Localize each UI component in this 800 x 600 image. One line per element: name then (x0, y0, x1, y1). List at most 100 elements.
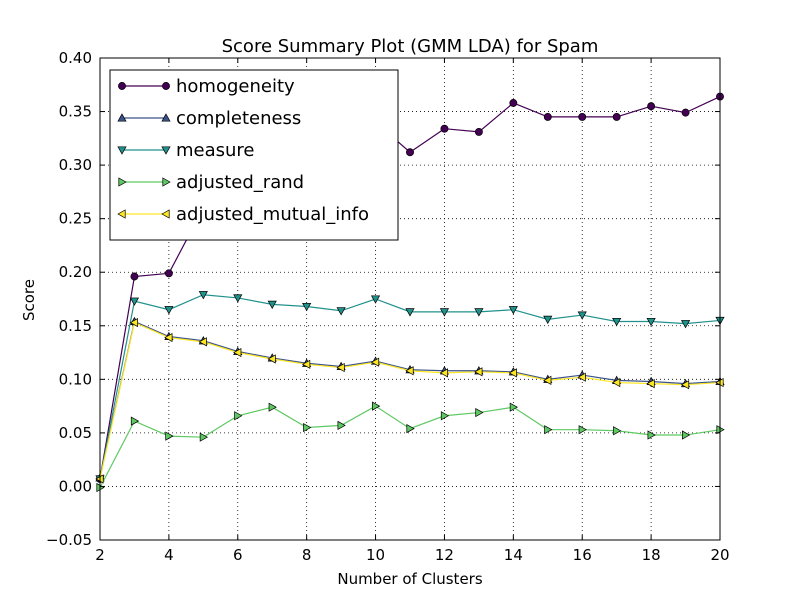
plot-frame (99, 57, 721, 541)
y-tick-label: 0.20 (59, 263, 92, 281)
data-point-measure (370, 295, 381, 304)
legend-marker (117, 146, 127, 155)
data-point-adjusted_rand (578, 425, 587, 435)
data-point-adjusted_mutual_info (611, 377, 621, 388)
data-point-measure (405, 308, 415, 317)
data-point-adjusted_rand (165, 431, 174, 441)
data-point-adjusted_mutual_info (164, 332, 173, 343)
data-point-adjusted_rand (268, 402, 277, 412)
data-point-measure (129, 297, 140, 306)
data-point-adjusted_mutual_info (543, 375, 552, 385)
x-tick-label: 4 (164, 546, 174, 564)
legend-marker (117, 209, 126, 219)
y-tick-label: 0.30 (59, 156, 92, 174)
legend-marker (117, 113, 127, 122)
data-point-measure (164, 306, 174, 315)
data-point-homogeneity (406, 148, 414, 157)
legend-item-homogeneity: homogeneity (118, 76, 295, 97)
data-point-adjusted_mutual_info (646, 379, 655, 389)
legend-marker (118, 177, 127, 187)
data-point-adjusted_mutual_info (508, 368, 517, 378)
data-point-adjusted_rand (234, 411, 243, 421)
legend-marker (161, 146, 171, 155)
legend-label: measure (176, 140, 255, 161)
legend-box (109, 69, 399, 241)
legend-marker (162, 177, 171, 187)
y-tick-label: −0.05 (46, 531, 92, 549)
data-point-measure (233, 294, 243, 303)
data-point-adjusted_rand (303, 422, 312, 433)
y-tick-label: 0.25 (59, 210, 92, 228)
data-point-adjusted_rand (372, 401, 381, 411)
data-point-measure (267, 300, 277, 310)
series-adjusted_rand (96, 401, 725, 493)
series-layer (95, 92, 725, 493)
data-point-measure (302, 302, 312, 312)
data-point-measure (577, 311, 587, 320)
legend-label: homogeneity (176, 76, 295, 97)
data-point-measure (439, 308, 450, 317)
data-point-adjusted_rand (613, 426, 622, 436)
data-point-homogeneity (681, 108, 690, 117)
data-point-adjusted_rand (337, 420, 346, 430)
data-point-adjusted_rand (475, 407, 484, 418)
data-point-measure (336, 307, 346, 316)
data-point-adjusted_mutual_info (267, 354, 276, 364)
data-point-adjusted_mutual_info (336, 362, 345, 373)
legend-label: adjusted_mutual_info (176, 204, 369, 225)
legend: homogeneity completeness measure adjusted_r… (109, 69, 399, 241)
data-point-measure (646, 317, 656, 327)
axis-ticks: 2 4 6 8 10 12 14 16 18 20 −0.05 0.00 0.05 0.10 0.15 0.2… (46, 49, 730, 564)
data-point-adjusted_rand (544, 425, 553, 435)
data-point-homogeneity (130, 272, 139, 281)
legend-label: adjusted_rand (176, 172, 304, 193)
data-point-adjusted_mutual_info (198, 337, 207, 347)
y-tick-label: 0.10 (59, 370, 92, 388)
data-point-homogeneity (164, 269, 173, 278)
y-axis-label: Score (20, 279, 38, 321)
data-point-adjusted_rand (406, 424, 415, 434)
data-point-measure (680, 320, 691, 329)
data-point-measure (198, 291, 208, 300)
legend-item-measure: measure (117, 140, 255, 161)
data-point-homogeneity (509, 99, 518, 107)
data-point-homogeneity (440, 124, 449, 133)
x-axis-label: Number of Clusters (337, 570, 482, 588)
series-adjusted_mutual_info (95, 317, 724, 484)
y-tick-label: 0.15 (59, 317, 92, 335)
data-point-measure (474, 308, 484, 317)
data-point-adjusted_rand (199, 432, 209, 442)
x-tick-label: 20 (710, 546, 729, 564)
y-tick-label: 0.40 (59, 49, 92, 67)
x-tick-label: 18 (642, 546, 661, 564)
series-measure (95, 291, 725, 484)
chart-title: Score Summary Plot (GMM LDA) for Spam (222, 36, 599, 57)
legend-label: completeness (176, 108, 301, 129)
data-point-adjusted_mutual_info (129, 317, 138, 328)
data-point-homogeneity (647, 102, 656, 111)
x-tick-label: 6 (233, 546, 243, 564)
data-point-homogeneity (578, 112, 587, 121)
data-point-adjusted_mutual_info (301, 359, 311, 369)
data-point-homogeneity (474, 127, 483, 136)
y-tick-label: 0.00 (59, 477, 92, 495)
data-point-adjusted_rand (509, 402, 519, 412)
x-tick-label: 16 (573, 546, 592, 564)
legend-marker (118, 82, 126, 90)
data-point-adjusted_mutual_info (577, 372, 586, 382)
data-point-adjusted_rand (682, 430, 691, 440)
data-point-adjusted_rand (130, 416, 140, 426)
data-point-adjusted_mutual_info (233, 347, 242, 358)
data-point-adjusted_mutual_info (474, 367, 483, 377)
x-tick-label: 8 (302, 546, 312, 564)
data-point-measure (612, 317, 622, 327)
data-point-adjusted_mutual_info (405, 366, 414, 376)
x-tick-label: 10 (366, 546, 385, 564)
data-point-adjusted_mutual_info (370, 357, 380, 367)
legend-item-adjusted_mutual_info: adjusted_mutual_info (117, 204, 369, 225)
y-tick-label: 0.05 (59, 424, 92, 442)
data-point-adjusted_rand (440, 411, 450, 421)
legend-item-completeness: completeness (117, 108, 301, 129)
data-point-measure (543, 315, 553, 325)
